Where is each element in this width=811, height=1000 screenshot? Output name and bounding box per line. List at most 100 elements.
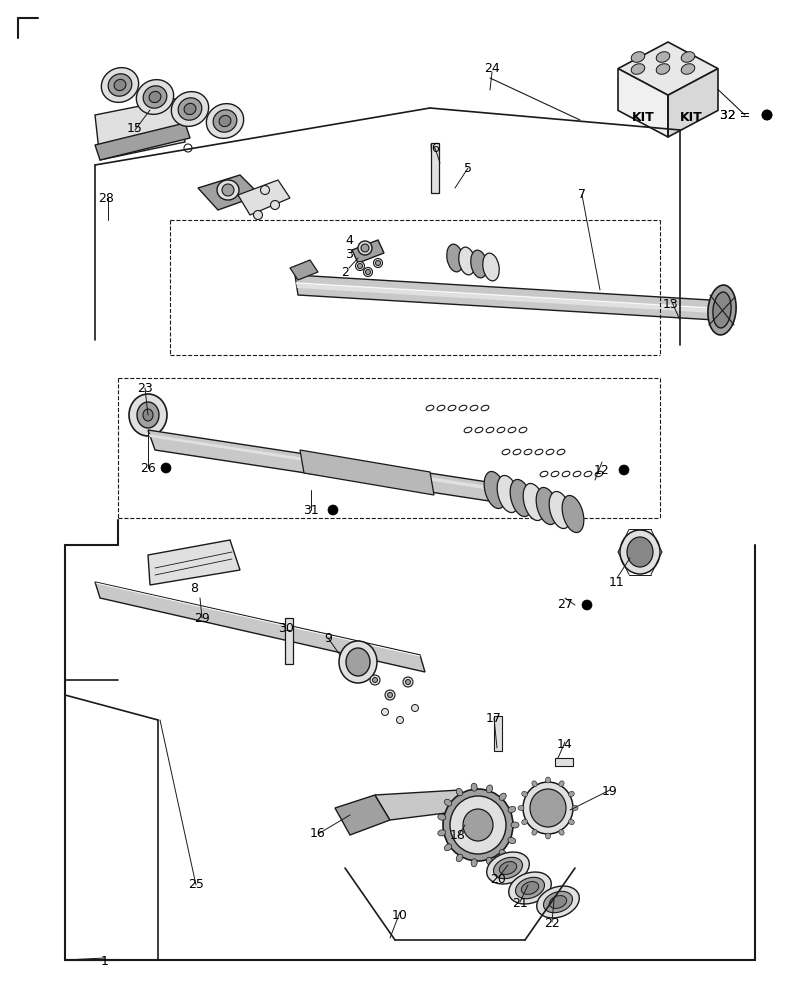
Ellipse shape (253, 211, 262, 220)
Polygon shape (148, 540, 240, 585)
Ellipse shape (712, 292, 730, 328)
Ellipse shape (396, 716, 403, 724)
Text: 31: 31 (303, 504, 319, 516)
Text: 22: 22 (543, 917, 560, 930)
Ellipse shape (437, 830, 445, 836)
Ellipse shape (543, 891, 572, 913)
Ellipse shape (486, 852, 529, 884)
Ellipse shape (137, 402, 159, 428)
Text: 10: 10 (392, 909, 407, 922)
Ellipse shape (515, 877, 544, 899)
Text: 18: 18 (449, 829, 466, 842)
Ellipse shape (101, 68, 139, 102)
Ellipse shape (536, 886, 578, 918)
Ellipse shape (384, 690, 394, 700)
Ellipse shape (405, 680, 410, 684)
Polygon shape (296, 282, 712, 313)
Ellipse shape (486, 785, 492, 793)
Text: 30: 30 (277, 621, 294, 635)
Ellipse shape (458, 247, 474, 275)
Ellipse shape (517, 805, 523, 810)
Polygon shape (95, 582, 424, 672)
Ellipse shape (221, 184, 234, 196)
Circle shape (618, 465, 629, 475)
Text: 12: 12 (594, 464, 609, 477)
Ellipse shape (521, 791, 527, 797)
Ellipse shape (521, 882, 538, 894)
Text: 2: 2 (341, 265, 349, 278)
Ellipse shape (508, 872, 551, 904)
Ellipse shape (655, 64, 669, 74)
Ellipse shape (561, 495, 583, 533)
Ellipse shape (470, 783, 477, 791)
Ellipse shape (521, 819, 527, 825)
Ellipse shape (411, 704, 418, 712)
Text: 17: 17 (486, 712, 501, 724)
Text: KIT: KIT (679, 111, 702, 124)
Polygon shape (351, 240, 384, 263)
Ellipse shape (217, 180, 238, 200)
Ellipse shape (143, 409, 152, 421)
Polygon shape (290, 260, 318, 280)
Text: 1: 1 (101, 955, 109, 968)
Ellipse shape (143, 86, 166, 108)
Ellipse shape (114, 79, 126, 91)
Ellipse shape (381, 708, 388, 716)
Ellipse shape (456, 854, 462, 862)
Bar (493, 716, 501, 751)
Text: 23: 23 (137, 381, 152, 394)
Ellipse shape (449, 796, 505, 854)
Ellipse shape (375, 260, 380, 265)
Ellipse shape (558, 781, 564, 787)
Ellipse shape (548, 896, 566, 908)
Ellipse shape (499, 793, 505, 800)
Ellipse shape (178, 98, 202, 120)
Ellipse shape (568, 791, 573, 797)
Circle shape (184, 144, 191, 152)
Ellipse shape (357, 263, 362, 268)
Ellipse shape (558, 829, 564, 835)
Ellipse shape (531, 781, 536, 787)
Text: 32 =: 32 = (719, 109, 749, 122)
Polygon shape (375, 790, 470, 820)
Text: 3: 3 (345, 248, 353, 261)
Ellipse shape (446, 244, 462, 272)
Ellipse shape (531, 829, 536, 835)
Ellipse shape (437, 814, 445, 820)
Polygon shape (198, 175, 260, 210)
Text: 14: 14 (556, 738, 573, 752)
Text: 16: 16 (310, 827, 325, 840)
Text: 27: 27 (556, 598, 573, 611)
Ellipse shape (483, 253, 499, 281)
Text: 24: 24 (483, 62, 500, 75)
Polygon shape (335, 795, 389, 835)
Ellipse shape (260, 186, 269, 195)
Ellipse shape (470, 859, 477, 867)
Ellipse shape (213, 110, 237, 132)
Ellipse shape (470, 250, 487, 278)
Ellipse shape (372, 678, 377, 682)
Ellipse shape (499, 862, 516, 874)
Bar (285, 618, 293, 664)
Ellipse shape (508, 806, 515, 813)
Ellipse shape (545, 777, 550, 783)
Polygon shape (617, 69, 667, 137)
Ellipse shape (355, 261, 364, 270)
Text: 20: 20 (490, 874, 505, 886)
Text: 15: 15 (127, 122, 143, 135)
Ellipse shape (707, 285, 736, 335)
Ellipse shape (365, 269, 370, 274)
Ellipse shape (483, 471, 505, 509)
Ellipse shape (149, 91, 161, 103)
Text: 29: 29 (194, 611, 209, 624)
Text: 19: 19 (602, 785, 617, 798)
Text: 4: 4 (345, 233, 353, 246)
Ellipse shape (522, 782, 573, 834)
Ellipse shape (444, 799, 451, 806)
Ellipse shape (508, 837, 515, 844)
Ellipse shape (493, 857, 521, 879)
Ellipse shape (535, 487, 557, 525)
Ellipse shape (444, 844, 451, 851)
Ellipse shape (370, 675, 380, 685)
Ellipse shape (680, 52, 694, 62)
